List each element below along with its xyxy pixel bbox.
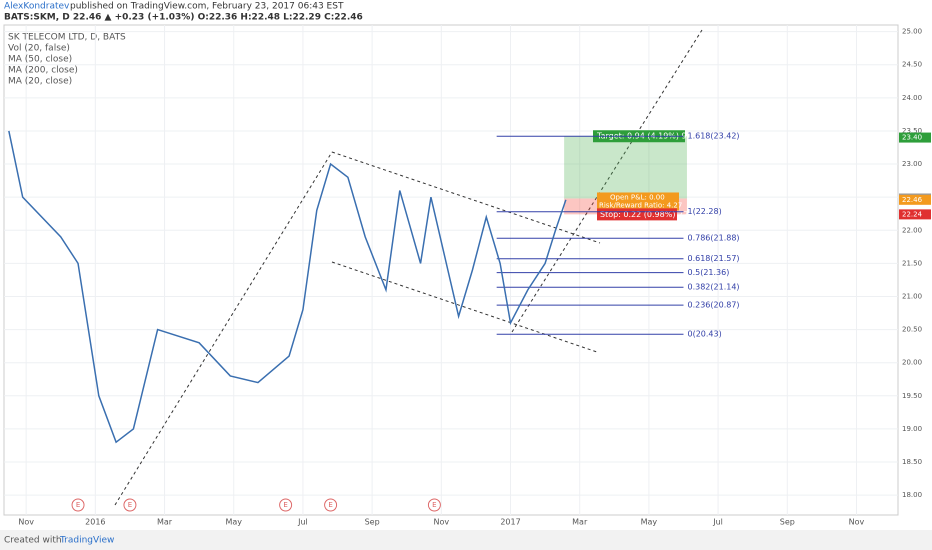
author[interactable]: AlexKondratev [4,2,70,12]
trendline [331,261,598,353]
stop-label: Stop: 0.22 (0.98%) 22 [600,210,688,219]
y-tick-label: 22.00 [902,226,922,234]
x-tick-label: 2017 [500,518,520,527]
fib-label: 0.5(21.36) [687,268,729,277]
fib-label: 1.618(23.42) [687,132,739,141]
y-tick-label: 18.50 [902,458,922,466]
price-label: 22.46 [902,196,923,204]
x-tick-label: May [641,518,658,527]
x-tick-label: Nov [434,518,450,527]
x-tick-label: 2016 [85,518,105,527]
earnings-marker [71,498,85,512]
footer-bar [0,530,932,550]
earnings-marker [279,498,293,512]
target-zone [564,136,687,199]
trendlines [114,29,703,506]
fib-label: 0.236(20.87) [687,301,739,310]
legend-series: SK TELECOM LTD, D, BATS [8,33,126,43]
price-label: 22.24 [902,210,923,218]
y-tick-label: 21.50 [902,259,922,267]
pnl-badge [597,192,679,211]
y-tick-label: 19.00 [902,425,922,433]
x-tick-label: Jul [712,518,723,527]
legend-indicator: MA (200, close) [8,66,78,76]
price-label: 23.40 [902,134,922,142]
fib-label: 0(20.43) [687,330,721,339]
y-tick-label: 23.00 [902,160,922,168]
y-tick-label: 19.50 [902,392,922,400]
published: published on TradingView.com, February 2… [70,2,344,12]
price-badge [899,132,931,143]
x-tick-label: Sep [780,518,795,527]
y-tick-label: 18.00 [902,491,922,499]
rr-label: Risk/Reward Ratio: 4.27 [599,201,682,209]
fib-label: 0.382(21.14) [687,283,739,292]
x-tick-label: Nov [849,518,865,527]
x-tick-label: Jul [297,518,308,527]
y-tick-label: 20.50 [902,326,922,334]
legend-indicator: MA (50, close) [8,55,72,65]
price-badge [899,194,931,205]
x-tick-label: May [225,518,242,527]
legend-indicator: Vol (20, false) [8,44,70,54]
fib-label: 0.618(21.57) [687,254,739,263]
footer-created: Created with [4,536,62,546]
fib-label: 1(22.28) [687,207,721,216]
y-tick-label: 20.00 [902,359,922,367]
x-tick-label: Mar [572,518,588,527]
plot-area [3,24,899,516]
x-tick-label: Sep [365,518,380,527]
earnings-label: E [432,501,436,509]
y-tick-label: 24.50 [902,61,922,69]
y-tick-label: 21.00 [902,292,922,300]
legend-indicator: MA (20, close) [8,77,72,87]
trendline [331,151,601,244]
price-badge [899,209,931,220]
y-tick-label: 24.00 [902,94,922,102]
y-tick-label: 23.50 [902,127,922,135]
price-line [8,130,567,444]
x-tick-label: Mar [157,518,173,527]
y-tick-label: 25.00 [902,28,922,36]
earnings-label: E [128,501,132,509]
earnings-label: E [76,501,80,509]
pnl-label: Open P&L: 0.00 [610,193,665,201]
earnings-marker [324,498,338,512]
x-tick-label: Nov [18,518,34,527]
quote: BATS:SKM, D 22.46 ▲ +0.23 (+1.03%) O:22.… [4,13,363,23]
earnings-label: E [283,501,287,509]
earnings-marker [123,498,137,512]
earnings-marker [427,498,441,512]
earnings-label: E [328,501,332,509]
footer-brand[interactable]: TradingView [59,536,114,546]
fib-label: 0.786(21.88) [687,234,739,243]
